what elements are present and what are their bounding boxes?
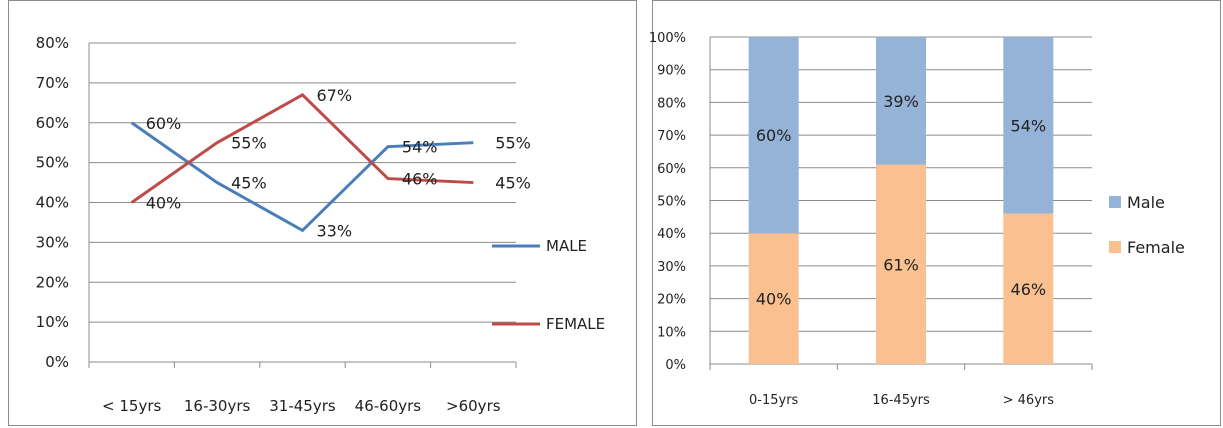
bar-segment-male [1003, 37, 1054, 214]
data-label: 45% [231, 174, 267, 193]
y-tick-label: 20% [657, 293, 686, 308]
y-tick-label: 30% [36, 233, 69, 251]
y-tick-label: 30% [657, 260, 686, 275]
bar-segment-male [748, 37, 799, 234]
data-label: 40% [146, 194, 182, 213]
legend-label-female: Female [1127, 238, 1185, 257]
data-label: 60% [146, 114, 182, 133]
legend-swatch-male [1109, 196, 1121, 208]
x-tick-label: < 15yrs [102, 397, 161, 415]
y-tick-label: 80% [36, 34, 69, 52]
x-tick-label: 16-30yrs [184, 397, 251, 415]
legend-label-female: FEMALE [546, 315, 605, 333]
y-tick-label: 70% [657, 129, 686, 144]
y-tick-label: 60% [657, 162, 686, 177]
y-tick-label: 100% [649, 31, 686, 46]
y-tick-label: 60% [36, 114, 69, 132]
x-tick-label: > 46yrs [1003, 393, 1055, 408]
data-label: 55% [495, 134, 531, 153]
data-label: 60% [756, 126, 792, 145]
data-label: 45% [495, 174, 531, 193]
data-label: 46% [1011, 280, 1047, 299]
y-tick-label: 10% [657, 325, 686, 340]
data-label: 40% [756, 290, 792, 309]
bar-segment-female [876, 164, 926, 364]
data-label: 55% [231, 134, 267, 153]
y-tick-label: 50% [36, 154, 69, 172]
data-label: 39% [883, 92, 919, 111]
data-label: 46% [402, 170, 438, 189]
line-chart-panel: 0% 10% 20% 30% 40% 50% 60% 70% 80% < 15yrs 16-30yr… [8, 0, 637, 426]
y-tick-label: 50% [657, 195, 686, 210]
legend-label-male: Male [1127, 193, 1165, 212]
bar-segment-male [876, 37, 926, 165]
y-tick-label: 40% [657, 227, 686, 242]
legend-label-male: MALE [546, 237, 587, 255]
data-label: 54% [402, 138, 438, 157]
line-chart: 0% 10% 20% 30% 40% 50% 60% 70% 80% < 15yrs 16-30yr… [36, 34, 606, 415]
y-tick-label: 40% [36, 194, 69, 212]
data-label: 61% [883, 255, 919, 274]
x-tick-label: >60yrs [446, 397, 501, 415]
x-tick-label: 16-45yrs [872, 393, 930, 408]
data-label: 67% [317, 86, 353, 105]
x-tick-label: 31-45yrs [269, 397, 336, 415]
y-tick-label: 10% [36, 313, 69, 331]
y-tick-label: 90% [657, 64, 686, 79]
x-tick-label: 46-60yrs [355, 397, 422, 415]
stacked-bar-chart-panel: 0% 10% 20% 30% 40% 50% 60% 70% 80% 90% 100% 40% 60% 0… [649, 0, 1221, 426]
bar-segment-female [1003, 213, 1054, 364]
y-tick-label: 0% [665, 358, 686, 373]
bar-segment-female [748, 233, 799, 364]
y-tick-label: 80% [657, 96, 686, 111]
x-tick-label: 0-15yrs [749, 393, 799, 408]
y-tick-label: 20% [36, 273, 69, 291]
y-tick-label: 70% [36, 74, 69, 92]
y-tick-label: 0% [45, 353, 69, 371]
data-label: 33% [317, 221, 353, 240]
legend-swatch-female [1109, 241, 1121, 253]
data-label: 54% [1011, 116, 1047, 135]
stacked-bar-chart: 0% 10% 20% 30% 40% 50% 60% 70% 80% 90% 100% 40% 60% 0… [649, 31, 1185, 408]
